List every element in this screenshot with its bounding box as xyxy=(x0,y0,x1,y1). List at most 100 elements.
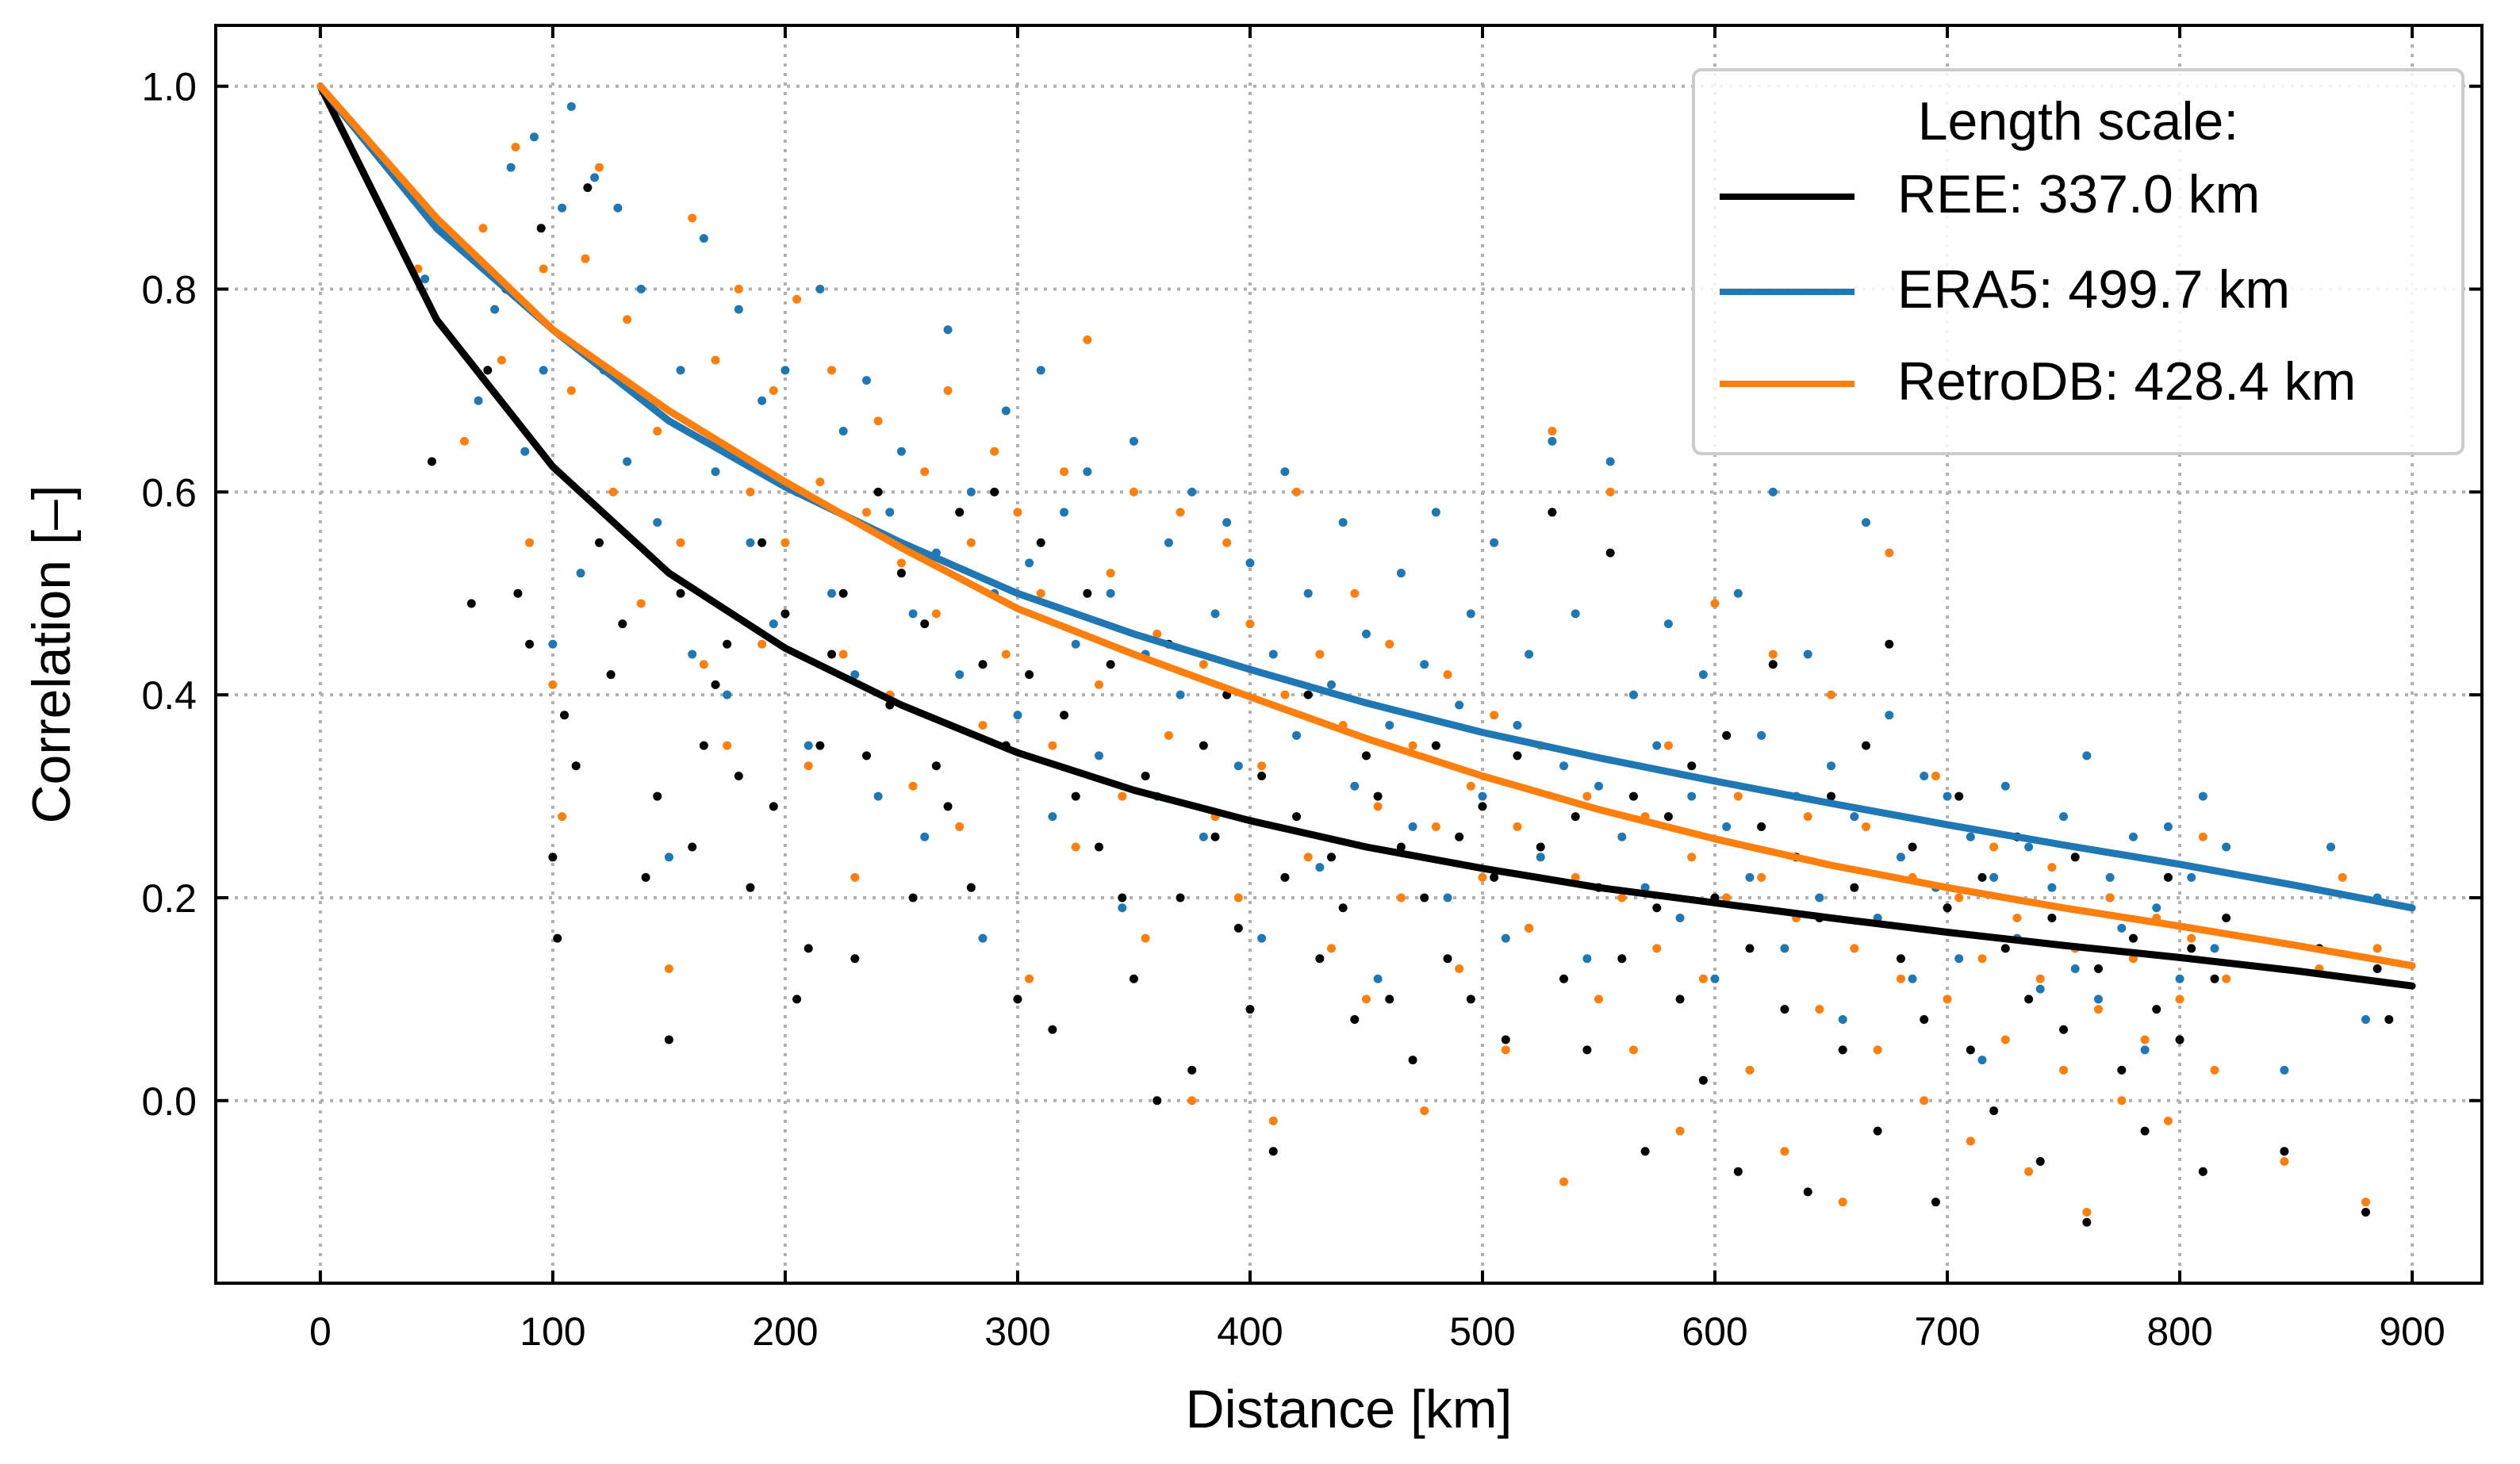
point-1-98 xyxy=(1605,457,1615,466)
point-0-18 xyxy=(676,588,685,598)
point-0-54 xyxy=(1094,842,1103,852)
point-0-93 xyxy=(1548,508,1557,517)
point-1-69 xyxy=(1268,650,1278,659)
point-0-5 xyxy=(525,639,535,649)
point-2-138 xyxy=(2082,1207,2092,1217)
point-2-94 xyxy=(1571,872,1580,882)
point-1-6 xyxy=(539,366,548,375)
point-1-33 xyxy=(850,670,860,680)
point-1-14 xyxy=(623,457,632,466)
point-0-49 xyxy=(1036,538,1045,547)
point-0-118 xyxy=(1838,1045,1847,1055)
point-0-15 xyxy=(641,872,650,882)
point-2-37 xyxy=(908,781,918,791)
point-1-123 xyxy=(1896,853,1905,862)
point-1-17 xyxy=(664,853,673,862)
point-1-113 xyxy=(1780,944,1789,953)
point-2-109 xyxy=(1745,1065,1755,1075)
point-2-49 xyxy=(1048,741,1057,750)
point-0-78 xyxy=(1373,791,1383,801)
point-1-149 xyxy=(2198,791,2207,801)
point-2-96 xyxy=(1594,995,1604,1004)
x-tick-label-4: 400 xyxy=(1217,1309,1283,1354)
point-0-136 xyxy=(2047,914,2057,923)
point-1-153 xyxy=(2326,842,2336,852)
fit-curves xyxy=(316,82,2416,990)
point-1-127 xyxy=(1943,791,1952,801)
point-0-77 xyxy=(1361,751,1371,761)
point-1-76 xyxy=(1350,781,1360,791)
point-1-101 xyxy=(1640,883,1650,892)
point-1-53 xyxy=(1083,467,1092,477)
point-1-132 xyxy=(2000,781,2010,791)
point-2-51 xyxy=(1071,842,1080,852)
point-0-102 xyxy=(1652,903,1662,913)
point-2-78 xyxy=(1385,639,1394,649)
point-0-66 xyxy=(1233,923,1243,933)
point-1-154 xyxy=(2361,1014,2370,1024)
point-1-29 xyxy=(804,741,813,750)
point-2-9 xyxy=(566,385,576,395)
point-0-108 xyxy=(1722,730,1732,740)
point-2-62 xyxy=(1199,660,1208,669)
point-0-134 xyxy=(2024,995,2034,1004)
point-0-124 xyxy=(1908,842,1917,852)
point-0-120 xyxy=(1861,741,1870,750)
point-1-50 xyxy=(1048,812,1057,822)
point-2-44 xyxy=(990,446,999,456)
point-2-68 xyxy=(1268,1116,1278,1125)
point-1-55 xyxy=(1106,588,1115,598)
x-tick-label-7: 700 xyxy=(1914,1309,1980,1354)
point-0-113 xyxy=(1780,1005,1789,1014)
point-2-66 xyxy=(1245,619,1255,629)
point-0-44 xyxy=(978,660,988,669)
point-2-139 xyxy=(2094,1005,2104,1014)
point-1-1 xyxy=(474,396,483,405)
point-1-70 xyxy=(1280,467,1290,477)
point-2-118 xyxy=(1850,944,1859,953)
y-tick-label-1: 0.2 xyxy=(141,876,197,921)
point-2-150 xyxy=(2222,974,2231,983)
point-1-125 xyxy=(1920,771,1929,780)
point-1-147 xyxy=(2175,974,2184,983)
y-tick-label-2: 0.4 xyxy=(141,673,197,718)
point-1-22 xyxy=(723,690,732,699)
point-0-89 xyxy=(1501,1035,1510,1044)
point-0-140 xyxy=(2094,964,2104,973)
point-1-151 xyxy=(2222,842,2231,852)
point-1-26 xyxy=(769,619,778,629)
point-0-112 xyxy=(1768,660,1778,669)
point-1-15 xyxy=(636,285,646,294)
point-1-34 xyxy=(861,376,871,385)
point-2-18 xyxy=(688,213,697,223)
legend-entry-retrodb: RetroDB: 428.4 km xyxy=(1897,351,2356,412)
point-2-128 xyxy=(1966,1136,1975,1146)
point-1-62 xyxy=(1187,487,1197,496)
point-2-32 xyxy=(850,872,860,882)
point-1-32 xyxy=(838,427,848,436)
point-0-17 xyxy=(664,1035,673,1044)
point-2-55 xyxy=(1118,791,1127,801)
point-2-102 xyxy=(1663,741,1673,750)
fit-curve-1 xyxy=(316,82,2416,912)
point-1-4 xyxy=(520,446,530,456)
point-2-125 xyxy=(1931,771,1940,780)
point-2-48 xyxy=(1036,588,1045,598)
point-0-90 xyxy=(1513,751,1522,761)
point-0-92 xyxy=(1536,842,1545,852)
point-1-93 xyxy=(1548,436,1557,446)
point-0-95 xyxy=(1571,812,1580,822)
point-2-6 xyxy=(539,264,548,274)
x-tick-label-3: 300 xyxy=(984,1309,1050,1354)
point-1-85 xyxy=(1455,700,1464,710)
point-2-111 xyxy=(1768,650,1778,659)
point-1-116 xyxy=(1815,893,1824,903)
point-1-23 xyxy=(734,305,743,314)
point-2-2 xyxy=(478,224,488,233)
point-0-10 xyxy=(571,761,581,771)
point-0-149 xyxy=(2198,1167,2207,1176)
plot-frame xyxy=(214,24,2484,1285)
point-0-135 xyxy=(2035,1157,2045,1167)
point-2-40 xyxy=(943,385,953,395)
point-0-103 xyxy=(1663,812,1673,822)
